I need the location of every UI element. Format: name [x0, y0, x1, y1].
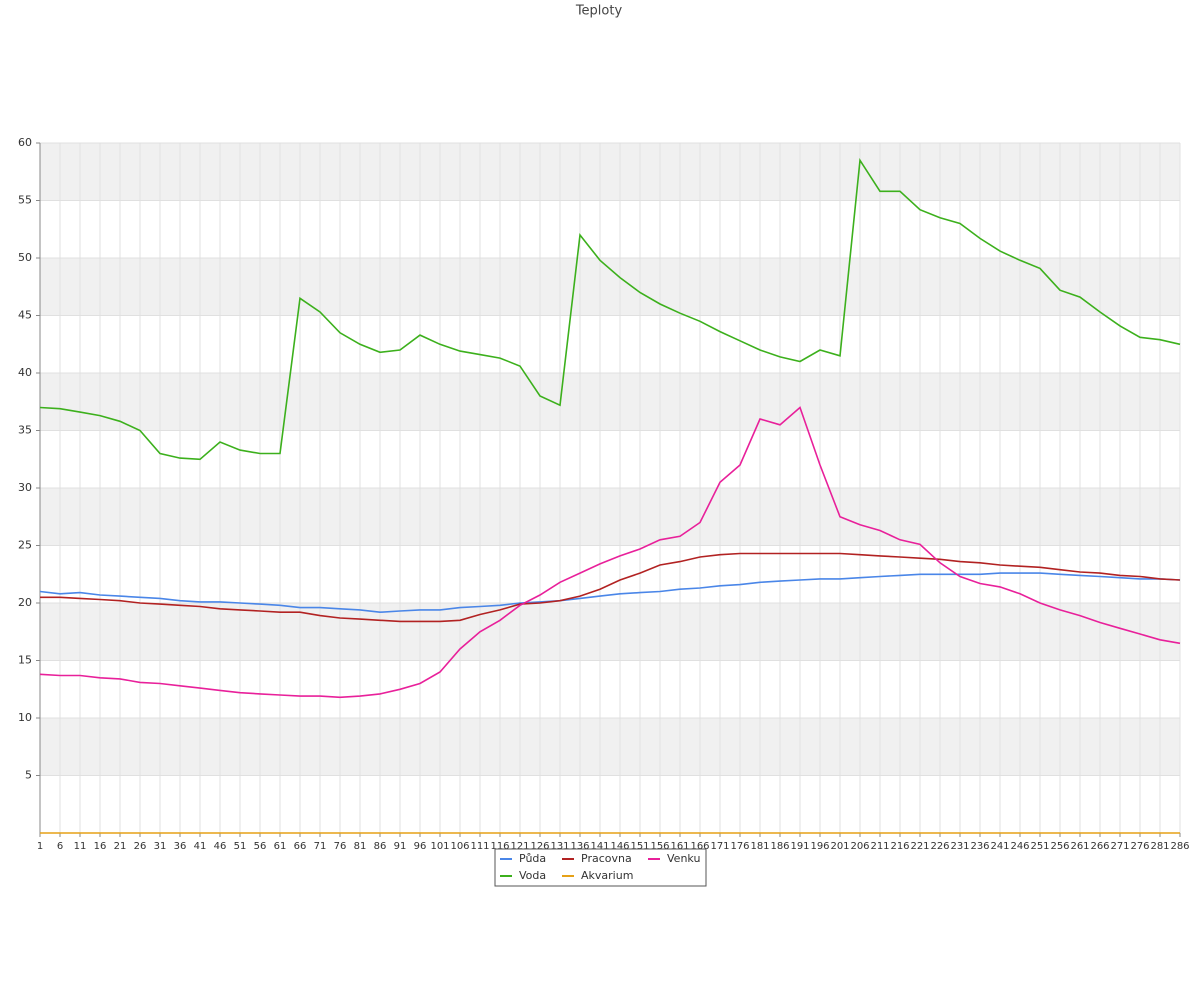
x-tick-label: 26	[134, 841, 147, 852]
x-tick-label: 286	[1170, 841, 1189, 852]
x-tick-label: 221	[910, 841, 929, 852]
x-tick-label: 76	[334, 841, 347, 852]
x-tick-label: 276	[1130, 841, 1149, 852]
x-tick-label: 1	[37, 841, 43, 852]
x-tick-label: 201	[830, 841, 849, 852]
x-tick-label: 161	[670, 841, 689, 852]
grid-band	[40, 373, 1180, 431]
y-tick-label: 15	[18, 654, 32, 667]
y-tick-label: 10	[18, 711, 32, 724]
legend-label: Venku	[667, 852, 700, 865]
legend-label: Akvarium	[581, 869, 633, 882]
x-tick-label: 91	[394, 841, 407, 852]
x-tick-label: 186	[770, 841, 789, 852]
x-tick-label: 241	[990, 841, 1009, 852]
x-tick-label: 101	[430, 841, 449, 852]
x-tick-label: 206	[850, 841, 869, 852]
x-tick-label: 256	[1050, 841, 1069, 852]
x-tick-label: 121	[510, 841, 529, 852]
x-tick-label: 166	[690, 841, 709, 852]
x-tick-label: 156	[650, 841, 669, 852]
x-tick-label: 231	[950, 841, 969, 852]
x-tick-label: 16	[94, 841, 107, 852]
x-tick-label: 66	[294, 841, 307, 852]
x-tick-label: 61	[274, 841, 287, 852]
y-tick-label: 60	[18, 136, 32, 149]
x-tick-label: 151	[630, 841, 649, 852]
series-line	[39, 157, 1181, 461]
legend-label: Voda	[519, 869, 546, 882]
x-tick-label: 11	[74, 841, 87, 852]
y-tick-label: 55	[18, 194, 32, 207]
legend-box	[494, 848, 707, 887]
x-tick-label: 41	[194, 841, 207, 852]
x-tick-label: 21	[114, 841, 127, 852]
x-tick-label: 176	[730, 841, 749, 852]
x-tick-label: 226	[930, 841, 949, 852]
series-line	[39, 572, 1181, 614]
x-tick-label: 196	[810, 841, 829, 852]
x-tick-label: 271	[1110, 841, 1129, 852]
series-line	[40, 552, 1181, 623]
x-tick-label: 191	[790, 841, 809, 852]
x-tick-label: 131	[550, 841, 569, 852]
x-tick-label: 71	[314, 841, 327, 852]
x-tick-label: 181	[750, 841, 769, 852]
x-tick-label: 211	[870, 841, 889, 852]
x-tick-label: 6	[57, 841, 63, 852]
x-tick-label: 111	[470, 841, 489, 852]
x-tick-label: 106	[450, 841, 469, 852]
x-tick-label: 281	[1150, 841, 1169, 852]
x-tick-label: 56	[254, 841, 267, 852]
grid-band	[40, 718, 1180, 776]
y-tick-label: 25	[18, 539, 32, 552]
y-tick-label: 30	[18, 481, 32, 494]
y-tick-label: 40	[18, 366, 32, 379]
y-tick-label: 5	[25, 769, 32, 782]
x-tick-label: 136	[570, 841, 589, 852]
legend-label: Pracovna	[581, 852, 632, 865]
x-tick-label: 216	[890, 841, 909, 852]
x-tick-label: 96	[414, 841, 427, 852]
x-tick-label: 141	[590, 841, 609, 852]
grid-band	[40, 603, 1180, 661]
x-tick-label: 46	[214, 841, 227, 852]
grid-band	[40, 258, 1180, 316]
legend-label: Půda	[519, 852, 546, 865]
x-tick-label: 116	[490, 841, 509, 852]
x-tick-label: 261	[1070, 841, 1089, 852]
y-tick-label: 35	[18, 424, 32, 437]
x-tick-label: 266	[1090, 841, 1109, 852]
x-tick-label: 251	[1030, 841, 1049, 852]
x-tick-label: 81	[354, 841, 367, 852]
x-tick-label: 31	[154, 841, 167, 852]
x-tick-label: 246	[1010, 841, 1029, 852]
y-tick-label: 20	[18, 596, 32, 609]
y-tick-label: 50	[18, 251, 32, 264]
y-tick-label: 45	[18, 309, 32, 322]
x-tick-label: 146	[610, 841, 629, 852]
series-line	[39, 406, 1181, 699]
x-tick-label: 51	[234, 841, 247, 852]
legend: Půda Pracovna Venku Voda Akvarium	[494, 848, 707, 887]
x-tick-label: 126	[530, 841, 549, 852]
chart-title: Teploty	[575, 4, 623, 19]
grid-band	[40, 488, 1180, 546]
x-tick-label: 171	[710, 841, 729, 852]
grid-band	[40, 143, 1180, 201]
x-tick-label: 36	[174, 841, 187, 852]
x-tick-label: 86	[374, 841, 387, 852]
x-tick-label: 236	[970, 841, 989, 852]
